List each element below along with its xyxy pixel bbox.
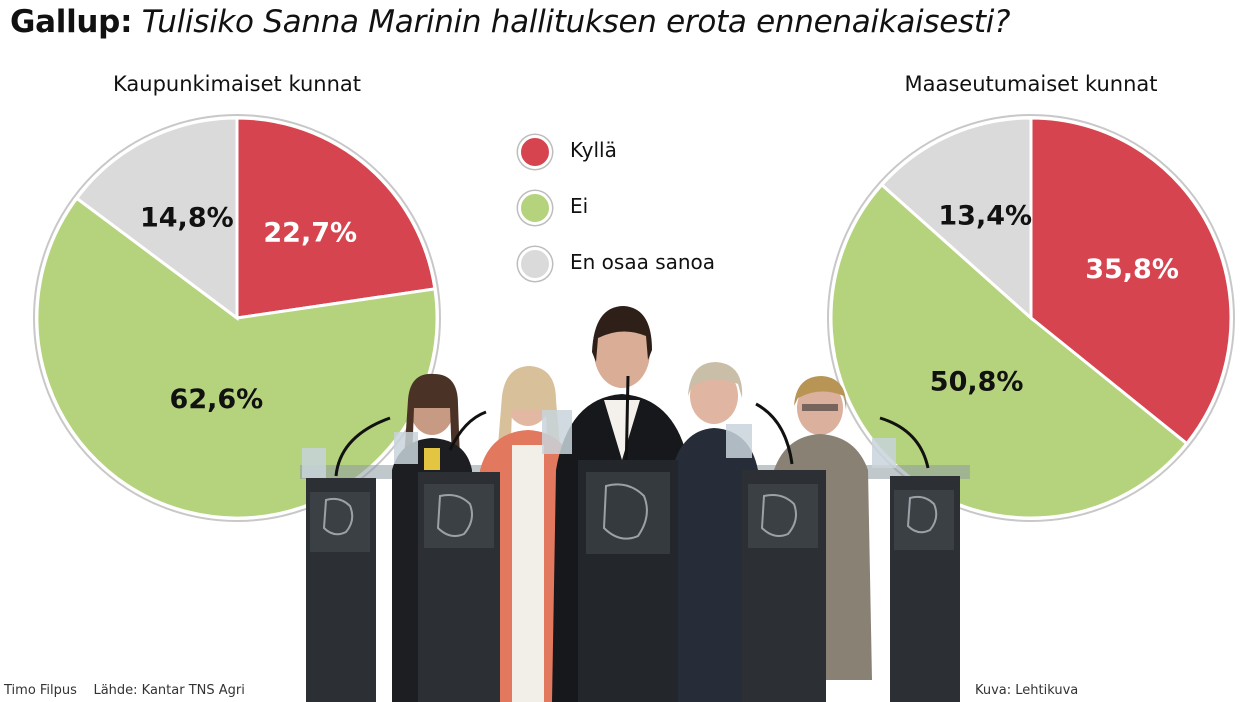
photo-person-2: [478, 366, 578, 702]
photo-person-4: [670, 362, 762, 702]
pie-rural-label-no: 50,8%: [930, 367, 1024, 398]
photo-podiums: [306, 460, 960, 702]
title-lead: Gallup:: [10, 4, 133, 40]
photo-coat-of-arms: [322, 483, 938, 540]
photo-microphones: [334, 375, 930, 477]
legend-swatch-dont-know: [518, 247, 552, 281]
pie-rural-slice-yes: [1029, 116, 1233, 446]
pie-urban-label-no: 62,6%: [170, 384, 264, 415]
pie-urban-slice-yes: [235, 116, 437, 320]
title-question: Tulisiko Sanna Marinin hallituksen erota…: [141, 4, 1011, 40]
pie-rural-slice-dont-know: [879, 116, 1033, 322]
footer-photo-credit: Kuva: Lehtikuva: [975, 683, 1079, 698]
pie-rural-title: Maaseutumaiset kunnat: [904, 72, 1158, 96]
pie-urban-title: Kaupunkimaiset kunnat: [112, 72, 362, 96]
pie-rural-label-dont-know: 13,4%: [938, 200, 1032, 231]
chart-title: Gallup: Tulisiko Sanna Marinin hallituks…: [10, 4, 1010, 40]
pie-rural-label-yes: 35,8%: [1085, 254, 1179, 285]
footer-author: Timo Filpus: [4, 683, 77, 698]
legend-swatch-yes: [518, 135, 552, 169]
legend-label-yes: Kyllä: [570, 138, 617, 162]
legend-label-dont-know: En osaa sanoa: [570, 250, 716, 274]
photo-water-glasses: [302, 410, 896, 478]
footer-source: Lähde: Kantar TNS Agri: [93, 683, 245, 698]
pie-urban-slice-dont-know: [74, 116, 239, 321]
ministers-at-podiums-photo: [300, 306, 970, 702]
pie-urban-label-yes: 22,7%: [263, 218, 357, 249]
legend-label-no: Ei: [570, 194, 589, 218]
pie-urban-label-dont-know: 14,8%: [140, 202, 234, 233]
legend-swatch-no: [518, 191, 552, 225]
footer-credits: Timo Filpus Lähde: Kantar TNS Agri: [4, 683, 245, 698]
